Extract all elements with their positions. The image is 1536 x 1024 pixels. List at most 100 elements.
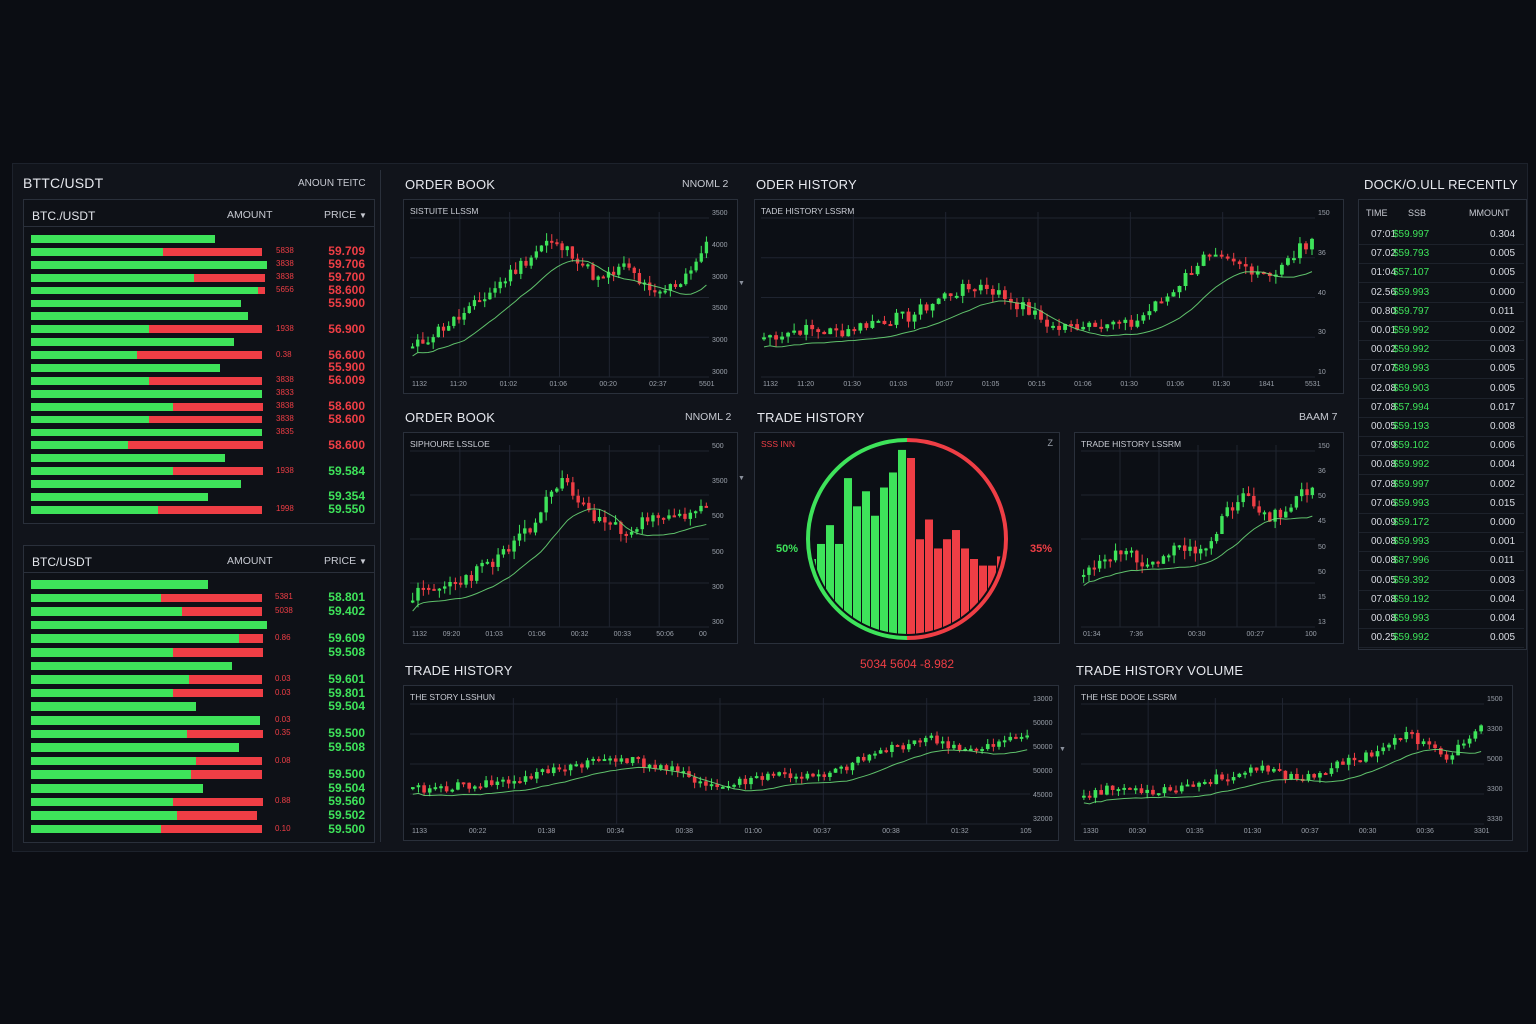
book1-price-header[interactable]: PRICE ▼ (324, 209, 367, 221)
order-row[interactable]: 0.03 59.601 (31, 672, 371, 687)
order-row[interactable]: 0.03 (31, 714, 371, 728)
order-row[interactable]: 59.502 (31, 808, 371, 823)
order-row[interactable]: 59.354 (31, 489, 371, 504)
order-row[interactable]: 0.35 59.500 (31, 726, 371, 742)
order-row[interactable]: 5838 59.709 (31, 244, 371, 259)
trade-row[interactable]: 00.09 $59.172 0.000 (1359, 513, 1524, 533)
order-row[interactable]: 59.504 (31, 781, 371, 796)
candle (512, 781, 517, 784)
trade-row[interactable]: 00.80 $59.797 0.011 (1359, 302, 1524, 322)
trade-row[interactable]: 02.08 $59.903 0.005 (1359, 379, 1524, 399)
trade-row[interactable]: 07.08 $59.997 0.002 (1359, 475, 1524, 495)
order-row[interactable]: 3835 (31, 427, 371, 440)
y-tick-label: 3330 (1487, 816, 1503, 823)
order-row[interactable]: 0.03 59.801 (31, 686, 371, 701)
order-book-chart-2[interactable]: SIPHOURE LSSLOE 1132 09:20 01:03 01:06 00:32… (403, 432, 738, 644)
chevron-down-icon[interactable]: ▼ (738, 475, 745, 482)
order-row[interactable]: 3838 59.706 (31, 257, 371, 272)
order-row[interactable]: 3833 (31, 388, 371, 401)
trade-history-chart-right[interactable]: TRADE HISTORY LSSRM 01:34 7:36 00:30 00:27 1… (1074, 432, 1344, 644)
order-row[interactable]: 55.900 (31, 360, 371, 375)
order-row[interactable]: 0.38 56.600 (31, 348, 371, 362)
candle (1202, 781, 1207, 784)
order-history-chart[interactable]: TADE HISTORY LSSRM 1132 11:20 01:30 01:03 00… (754, 199, 1344, 394)
sell-volume-bar (970, 558, 978, 634)
book2-price-header[interactable]: PRICE ▼ (324, 555, 367, 567)
order-price: 58.600 (328, 399, 365, 414)
trade-row[interactable]: 00.08 $87.996 0.011 (1359, 551, 1524, 572)
order-row[interactable]: 59.500 (31, 767, 371, 782)
trade-row[interactable]: 07.07 $89.993 0.005 (1359, 359, 1524, 380)
trade-row[interactable]: 01:04 $57.107 0.005 (1359, 263, 1524, 284)
order-row[interactable] (31, 578, 371, 592)
candle (427, 788, 432, 793)
order-row[interactable]: 0.88 59.560 (31, 794, 371, 810)
x-tick-label: 00:07 (935, 381, 954, 388)
candle (1099, 326, 1104, 329)
candle (1045, 319, 1049, 327)
order-row[interactable]: 59.504 (31, 699, 371, 714)
trade-row[interactable]: 07.02 $59.793 0.005 (1359, 244, 1524, 265)
candle (864, 323, 869, 328)
candle (1312, 774, 1317, 778)
candle (483, 299, 487, 302)
candle (948, 293, 953, 297)
order-row[interactable] (31, 619, 371, 633)
trade-row[interactable]: 00.08 $59.992 0.004 (1359, 455, 1524, 476)
order-row[interactable]: 3838 56.009 (31, 373, 371, 388)
candle (930, 303, 935, 311)
order-row[interactable] (31, 233, 371, 246)
trade-history-chart-bottom[interactable]: THE STORY LSSHUN 1133 00:22 01:38 00:34 00:3… (403, 685, 1059, 841)
chevron-down-icon[interactable]: ▼ (1059, 746, 1066, 753)
candle (1063, 324, 1068, 330)
candle (1225, 256, 1230, 259)
order-row[interactable]: 3838 58.600 (31, 399, 371, 414)
trade-row[interactable]: 02.56 $59.993 0.000 (1359, 283, 1524, 303)
order-row[interactable]: 1938 59.584 (31, 464, 371, 478)
trade-row[interactable]: 07.09 $59.102 0.006 (1359, 436, 1524, 457)
trade-row[interactable]: 07.08 $59.192 0.004 (1359, 590, 1524, 610)
order-row[interactable] (31, 660, 371, 674)
order-row[interactable] (31, 310, 371, 323)
candle (457, 316, 461, 320)
buy-sell-gauge[interactable]: SSS INN Z 50% 35% (754, 432, 1060, 644)
order-row[interactable]: 0.08 (31, 755, 371, 769)
order-row[interactable]: 59.508 (31, 740, 371, 755)
trade-row[interactable]: 00.08 $59.993 0.001 (1359, 532, 1524, 553)
moving-average-line (412, 508, 707, 612)
candle (453, 582, 458, 585)
order-row[interactable]: 58.600 (31, 438, 371, 452)
trade-row[interactable]: 07.06 $59.993 0.015 (1359, 494, 1524, 514)
order-row[interactable]: 0.86 59.609 (31, 631, 371, 646)
order-row[interactable]: 59.508 (31, 645, 371, 660)
order-row[interactable]: 5381 58.801 (31, 590, 371, 606)
trade-row[interactable]: 07:01 $59.997 0.304 (1359, 225, 1524, 245)
order-row[interactable] (31, 478, 371, 491)
chevron-down-icon[interactable]: ▼ (738, 280, 745, 287)
trade-row[interactable]: 00.02 $59.992 0.003 (1359, 340, 1524, 361)
order-row[interactable]: 55.900 (31, 296, 371, 311)
trade-row[interactable]: 00.25 $59.992 0.005 (1359, 628, 1524, 649)
sort-chevron-icon[interactable]: ▼ (359, 211, 367, 220)
order-row[interactable]: 5038 59.402 (31, 604, 371, 619)
trade-row[interactable]: 00.08 $59.993 0.004 (1359, 609, 1524, 629)
order-row[interactable]: 3838 58.600 (31, 412, 371, 427)
order-book-chart-1[interactable]: SISTUITE LLSSM 1132 11:20 01:02 01:06 00:20 0… (403, 199, 738, 394)
order-row[interactable]: 0.10 59.500 (31, 822, 371, 837)
candle (619, 758, 624, 762)
order-row[interactable]: 3838 59.700 (31, 270, 371, 285)
trade-row[interactable]: 00.01 $59.992 0.002 (1359, 321, 1524, 341)
trade-row[interactable]: 00.05 $59.392 0.003 (1359, 571, 1524, 591)
trade-row[interactable]: 07.08 $57.994 0.017 (1359, 398, 1524, 418)
trade-row[interactable]: 00.05 $59.193 0.008 (1359, 417, 1524, 437)
candle (1093, 790, 1098, 798)
order-book-meta-2: NNOML 2 (685, 411, 732, 423)
order-row[interactable]: 1938 56.900 (31, 322, 371, 336)
order-row[interactable]: 1998 59.550 (31, 502, 371, 517)
order-row[interactable] (31, 336, 371, 349)
volume-chart[interactable]: THE HSE DOOE LSSRM 1330 00:30 01:35 01:30 00… (1074, 685, 1513, 841)
order-row[interactable] (31, 452, 371, 465)
order-row[interactable]: 5656 58.600 (31, 283, 371, 298)
sort-chevron-icon[interactable]: ▼ (359, 557, 367, 566)
candle (1087, 322, 1092, 327)
